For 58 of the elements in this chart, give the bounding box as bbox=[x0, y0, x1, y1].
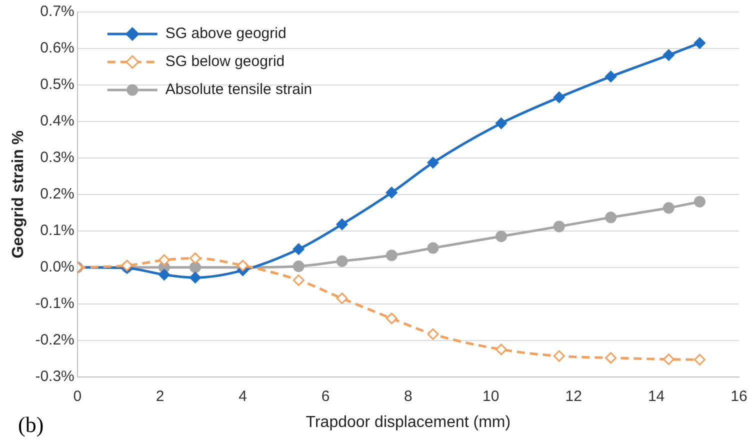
point bbox=[386, 250, 398, 262]
legend-label: SG above geogrid bbox=[165, 25, 286, 42]
x-tick-label: 10 bbox=[482, 388, 500, 405]
y-tick-label: 0.3% bbox=[40, 149, 74, 166]
point bbox=[158, 254, 170, 266]
point bbox=[336, 292, 348, 304]
y-tick-label: 0.0% bbox=[40, 258, 74, 276]
point bbox=[336, 255, 348, 267]
x-tick-label: 8 bbox=[404, 388, 412, 405]
x-tick-label: 12 bbox=[565, 388, 582, 405]
y-tick-label: 0.1% bbox=[40, 222, 74, 240]
y-tick-label: 0.4% bbox=[40, 112, 74, 130]
y-tick-label: 0.5% bbox=[40, 76, 74, 94]
x-axis-title: Trapdoor displacement (mm) bbox=[306, 414, 511, 431]
point bbox=[495, 344, 507, 356]
y-tick-label: -0.3% bbox=[35, 368, 74, 385]
point bbox=[605, 70, 617, 82]
point bbox=[495, 230, 507, 242]
point bbox=[386, 312, 398, 324]
point bbox=[427, 156, 439, 168]
y-axis-title: Geogrid strain % bbox=[10, 130, 28, 258]
x-tick-label: 0 bbox=[73, 388, 82, 405]
point bbox=[694, 37, 706, 49]
x-tick-label: 6 bbox=[321, 388, 330, 405]
x-tick-label: 2 bbox=[156, 388, 164, 405]
y-tick-label: 0.6% bbox=[40, 40, 74, 57]
text: (b) bbox=[18, 412, 44, 438]
point bbox=[662, 354, 674, 366]
point bbox=[605, 212, 617, 224]
point bbox=[553, 350, 565, 362]
point bbox=[662, 202, 674, 214]
point bbox=[495, 118, 507, 130]
point bbox=[189, 252, 201, 264]
point bbox=[292, 260, 304, 272]
point bbox=[292, 274, 304, 286]
x-tick-label: 4 bbox=[238, 388, 247, 405]
point bbox=[605, 352, 617, 364]
y-tick-label: -0.1% bbox=[35, 294, 74, 312]
point bbox=[662, 49, 674, 61]
point bbox=[158, 268, 170, 280]
x-tick-label: 14 bbox=[648, 388, 665, 405]
point bbox=[189, 262, 201, 274]
legend-label: SG below geogrid bbox=[165, 53, 285, 70]
y-tick-label: 0.2% bbox=[40, 186, 74, 203]
point bbox=[694, 354, 706, 366]
point bbox=[386, 186, 398, 198]
point bbox=[553, 92, 565, 104]
point bbox=[694, 196, 706, 208]
point bbox=[292, 243, 304, 255]
point bbox=[189, 272, 201, 284]
point bbox=[336, 218, 348, 230]
y-tick-label: 0.7% bbox=[40, 3, 74, 20]
x-tick-label: 16 bbox=[730, 388, 748, 405]
point bbox=[427, 242, 439, 254]
point bbox=[427, 328, 439, 340]
legend-label: Absolute tensile strain bbox=[165, 81, 312, 98]
point bbox=[553, 220, 565, 232]
y-tick-label: -0.2% bbox=[35, 331, 74, 348]
